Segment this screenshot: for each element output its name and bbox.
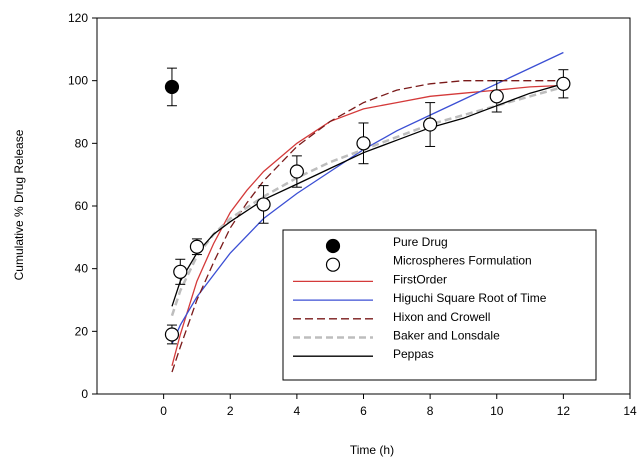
microsphere-point: [189, 239, 205, 254]
legend-label: FirstOrder: [393, 272, 447, 286]
y-tick-label: 20: [75, 324, 89, 338]
x-tick-label: 2: [227, 404, 234, 418]
legend-label: Hixon and Crowell: [393, 310, 490, 324]
microsphere-point: [256, 197, 271, 212]
legend-label: Microspheres Formulation: [393, 254, 532, 268]
series-line-2: [171, 51, 564, 345]
legend-label: Higuchi Square Root of Time: [393, 291, 547, 305]
y-tick-label: 120: [68, 11, 88, 25]
y-tick-label: 0: [81, 387, 88, 401]
y-tick-label: 60: [75, 199, 89, 213]
microsphere-point: [164, 327, 180, 342]
x-axis-label: Time (h): [350, 443, 394, 457]
microsphere-point: [356, 136, 371, 151]
y-tick-label: 80: [75, 136, 89, 150]
legend-marker: [325, 257, 341, 272]
microsphere-point: [289, 164, 304, 179]
plot-area: [164, 51, 571, 373]
y-tick-label: 100: [68, 74, 88, 88]
x-tick-label: 6: [360, 404, 367, 418]
series-line-3: [171, 80, 564, 373]
x-tick-label: 12: [557, 404, 571, 418]
y-axis-label: Cumulative % Drug Release: [12, 129, 26, 280]
legend-box: [282, 229, 597, 381]
legend-label: Peppas: [393, 347, 434, 361]
axes: 0 2 4 6 8 10 12 14 0 20 40 60 80 100 120: [68, 11, 637, 418]
legend-label: Baker and Lonsdale: [393, 329, 500, 343]
microsphere-point: [556, 76, 571, 91]
y-tick-label: 40: [75, 262, 89, 276]
x-tick-label: 10: [490, 404, 504, 418]
x-tick-label: 14: [623, 404, 637, 418]
legend: Pure Drug Microspheres Formulation FirstOr…: [282, 229, 597, 381]
legend-label: Pure Drug: [393, 235, 448, 249]
microsphere-point: [173, 264, 188, 279]
pure-drug-point: [164, 79, 180, 95]
x-tick-label: 8: [427, 404, 434, 418]
legend-marker: [325, 238, 341, 254]
x-tick-label: 4: [294, 404, 301, 418]
microsphere-point: [423, 117, 438, 132]
microsphere-point: [489, 89, 504, 104]
x-tick-label: 0: [160, 404, 167, 418]
